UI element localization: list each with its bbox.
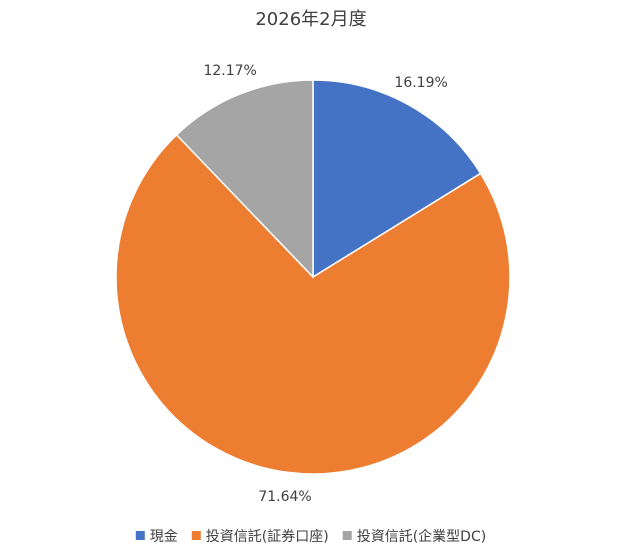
pie-slice: [175, 79, 314, 279]
data-label: 12.17%: [203, 63, 256, 79]
legend-label: 投資信託(企業型DC): [357, 528, 486, 545]
data-label: 16.19%: [394, 75, 447, 91]
pie-slice: [115, 133, 511, 475]
legend-swatch: [191, 531, 201, 540]
pie-slice: [312, 79, 482, 279]
legend-label: 現金: [150, 529, 178, 545]
data-label: 71.64%: [258, 489, 311, 505]
chart-title: 2026年2月度: [255, 9, 366, 30]
legend-swatch: [342, 531, 352, 540]
legend-label: 投資信託(証券口座): [206, 529, 329, 545]
legend-swatch: [135, 531, 145, 540]
